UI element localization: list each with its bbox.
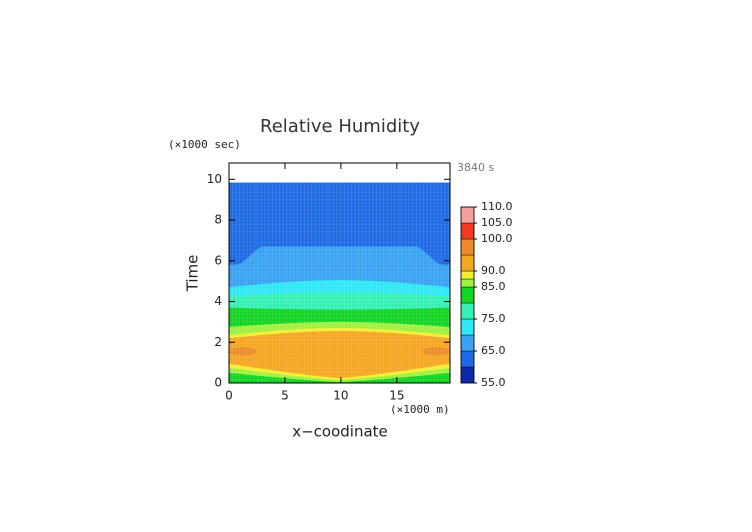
colorbar-segment [460,286,475,304]
colorbar-tick-label: 105.0 [481,216,513,229]
contour-region [422,347,451,356]
colorbar-tick-label: 55.0 [481,376,506,389]
colorbar-segment [460,318,475,336]
x-unit: (×1000 m) [390,403,450,416]
colorbar-tick-label: 90.0 [481,264,506,277]
annotation: 3840 s [457,161,494,174]
colorbar-segment [460,222,475,240]
colorbar-segment [460,334,475,352]
contour-region [229,331,450,383]
colorbar-segment [460,254,475,272]
plot-frame [228,162,451,384]
colorbar-segment [460,206,475,224]
x-tick-label: 15 [389,389,404,403]
colorbar-segment [460,366,475,384]
y-axis-label: Time [184,255,202,293]
colorbar-frame [460,206,475,384]
chart-title: Relative Humidity [260,116,420,137]
x-tick-label: 0 [225,389,233,403]
colorbar-segment [460,302,475,320]
y-tick-label: 6 [214,253,222,267]
colorbar-tick-label: 110.0 [481,200,513,213]
x-tick-label: 10 [333,389,348,403]
x-tick-label: 5 [281,389,289,403]
colorbar-tick-label: 100.0 [481,232,513,245]
x-axis-label: x−coodinate [292,423,388,441]
contour-region [228,347,257,356]
y-tick-label: 10 [207,172,222,186]
y-tick-label: 8 [214,213,222,227]
y-unit: (×1000 sec) [168,138,241,151]
colorbar-tick-label: 75.0 [481,312,506,325]
colorbar-segment [460,238,475,256]
colorbar-tick-label: 85.0 [481,280,506,293]
y-tick-label: 0 [214,376,222,390]
colorbar-tick-label: 65.0 [481,344,506,357]
colorbar-segment [460,350,475,368]
colorbar-segment [460,270,475,280]
y-tick-label: 4 [214,294,222,308]
y-tick-label: 2 [214,335,222,349]
colorbar-segment [460,278,475,288]
contour-region [229,372,450,383]
